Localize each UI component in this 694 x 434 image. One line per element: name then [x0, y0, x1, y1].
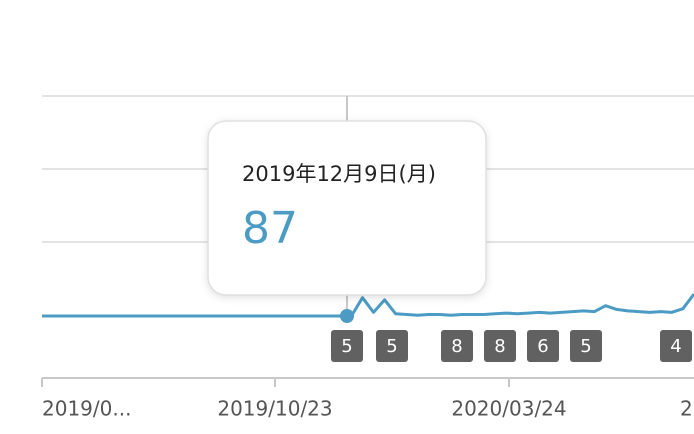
annotation-box — [527, 330, 559, 362]
annotation-label: 5 — [341, 336, 352, 357]
annotation-label: 5 — [386, 336, 397, 357]
annotation-label: 4 — [670, 336, 681, 357]
tooltip-box — [207, 120, 487, 296]
tooltip-date: 2019年12月9日(月) — [242, 162, 436, 186]
x-tick-label: 2019/10/23 — [217, 397, 332, 421]
x-tick-label: 2019/0... — [42, 397, 131, 421]
hover-dot — [340, 309, 354, 323]
annotation-label: 8 — [494, 336, 505, 357]
annotation-label: 5 — [580, 336, 591, 357]
annotation-label: 6 — [537, 336, 548, 357]
annotation-label: 8 — [451, 336, 462, 357]
annotation-box — [331, 330, 363, 362]
annotation-box — [376, 330, 408, 362]
line — [42, 293, 694, 318]
x-ticks — [41, 378, 510, 387]
annotation-box — [570, 330, 602, 362]
marks — [42, 293, 694, 318]
annotation-box — [484, 330, 516, 362]
annotation-box — [441, 330, 473, 362]
x-tick-label: 2020/03/24 — [451, 397, 566, 421]
x-tick-label: 2 — [680, 397, 693, 421]
annotation-box — [660, 330, 692, 362]
tooltip-value: 87 — [242, 203, 298, 254]
tooltip: 2019年12月9日(月) 87 — [207, 120, 487, 296]
